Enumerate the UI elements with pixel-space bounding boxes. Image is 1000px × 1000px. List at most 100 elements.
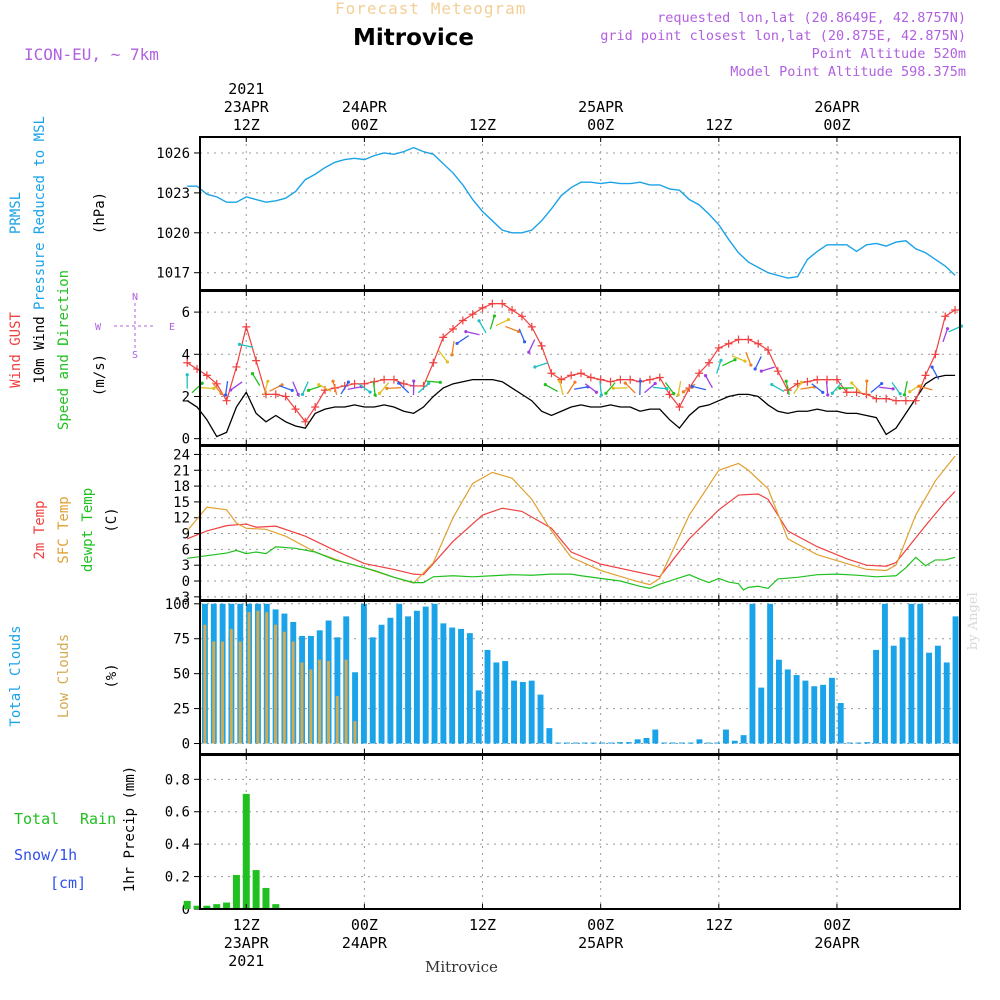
wind-arrow-head: [224, 393, 228, 397]
gust-marker: [951, 305, 960, 314]
total-cloud-bar: [802, 680, 809, 744]
total-cloud-bar: [846, 742, 853, 744]
total-cloud-bar: [652, 729, 659, 744]
gust-marker: [547, 369, 556, 378]
wind-arrow-head: [185, 373, 189, 377]
compass-north: N: [132, 292, 138, 303]
wind-arrow-head: [464, 330, 468, 334]
y-tick-label: 12: [173, 511, 190, 527]
wind-direction-arrow: [263, 381, 269, 395]
total-cloud-bar: [696, 739, 703, 744]
wind-arrow-head: [930, 365, 934, 369]
wind-direction-arrow: [566, 381, 576, 395]
wind-arrow-head: [573, 380, 577, 384]
wind-direction-arrow: [851, 382, 862, 394]
gust-marker: [645, 375, 654, 384]
rain-bar: [242, 793, 250, 909]
rain-bar: [213, 904, 221, 909]
total-cloud-bar: [537, 694, 544, 744]
wind-direction-arrow: [292, 381, 299, 395]
low-cloud-bar: [318, 659, 322, 744]
wind-direction-arrow: [224, 381, 229, 396]
wind-direction-arrow: [785, 381, 790, 396]
wind-direction-arrow: [652, 386, 667, 390]
wind-arrow-head: [898, 392, 902, 396]
wind-arrow-head: [676, 393, 680, 397]
rain-bar: [183, 900, 191, 909]
gust-marker: [941, 312, 950, 321]
total-cloud-bar: [581, 742, 588, 744]
gust-marker: [360, 379, 369, 388]
wind-arrow-head: [229, 388, 233, 392]
wind-speed-dir-label: Speed and Direction: [56, 270, 72, 430]
wind-arrow-head: [690, 384, 694, 388]
wind-arrow-head: [377, 391, 382, 396]
total-cloud-bar: [917, 603, 924, 744]
wind-direction-arrow: [716, 360, 722, 374]
temp-2m-line: [186, 490, 956, 578]
total-cloud-bar: [908, 603, 915, 744]
wind-arrow-head: [445, 360, 450, 364]
requested-location: requested lon,lat (20.8649E, 42.8757N): [657, 10, 966, 26]
wind-direction-arrow: [942, 328, 949, 343]
temp-sfc-label: SFC Temp: [56, 496, 72, 563]
total-cloud-bar: [643, 737, 650, 744]
gust-marker: [764, 346, 773, 355]
y-tick-label: -3: [173, 590, 190, 606]
bottom-axis-label: 25APR: [578, 934, 624, 952]
wind-arrow-head: [397, 381, 401, 385]
wind-direction-arrow: [677, 381, 682, 396]
wind-arrow-head: [799, 380, 804, 384]
gust-marker: [449, 324, 458, 333]
total-cloud-bar: [493, 662, 500, 744]
gust-marker: [872, 394, 881, 403]
y-tick-label: 21: [173, 463, 190, 479]
bottom-axis-label: 12Z: [233, 916, 260, 934]
y-tick-label: 4: [182, 347, 190, 363]
wind-arrow-head: [753, 367, 757, 371]
y-tick-label: 75: [173, 632, 190, 648]
wind-direction-arrow: [398, 382, 410, 394]
wind-direction-arrow: [793, 381, 803, 395]
wind-direction-arrow: [308, 385, 323, 391]
wind-arrow-head: [543, 383, 547, 387]
wind-direction-arrow: [340, 381, 349, 395]
wind-arrow-head: [237, 342, 242, 346]
total-cloud-bar: [396, 603, 403, 744]
total-cloud-bar: [873, 649, 880, 744]
total-cloud-bar: [740, 735, 747, 744]
total-cloud-bar: [352, 672, 359, 744]
wind-arrow-head: [266, 379, 270, 383]
top-axis-label: 23APR: [224, 98, 270, 116]
total-cloud-bar: [899, 637, 906, 744]
wind-gust-label: Wind GUST: [8, 312, 24, 388]
panel-frame: [199, 136, 961, 291]
total-cloud-bar: [793, 675, 800, 744]
wind-arrow-head: [200, 381, 204, 385]
wind-direction-arrow: [800, 386, 815, 390]
wind-direction-arrow: [879, 386, 894, 390]
wind-direction-arrow: [754, 356, 762, 370]
rain-bar: [262, 887, 270, 909]
total-cloud-bar: [758, 687, 765, 744]
low-cloud-bar: [203, 624, 207, 744]
gust-marker: [852, 388, 861, 397]
y-tick-label: 100: [165, 597, 190, 613]
gust-marker: [714, 343, 723, 352]
wind-arrow-head: [250, 372, 255, 376]
rain-bar: [223, 902, 231, 909]
total-cloud-bar: [890, 645, 897, 744]
total-cloud-bar: [617, 742, 623, 744]
total-label: Total: [14, 810, 59, 828]
total-cloud-bar: [952, 616, 959, 744]
gust-marker: [291, 405, 300, 414]
gust-marker: [488, 299, 497, 308]
gust-marker: [527, 322, 536, 331]
total-cloud-bar: [837, 703, 844, 744]
total-cloud-bar: [714, 742, 721, 744]
wind-direction-arrow: [825, 381, 829, 396]
wind-arrow-head: [865, 379, 869, 383]
wind-arrow-head: [300, 392, 305, 397]
wind-arrow-head: [665, 387, 669, 391]
wind-direction-arrow: [624, 382, 636, 394]
